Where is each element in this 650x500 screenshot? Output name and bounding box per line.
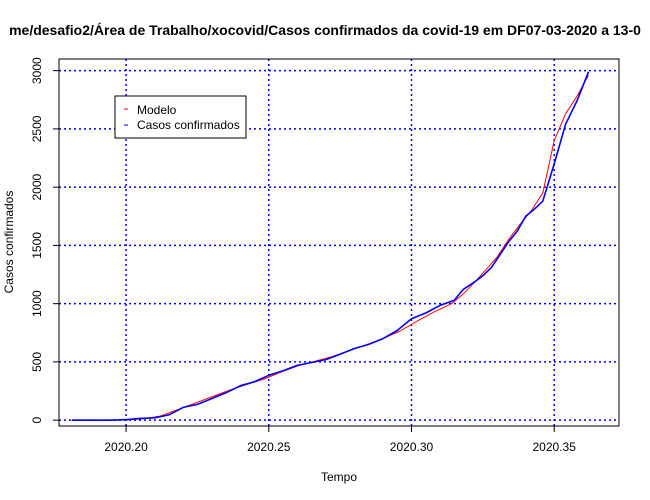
legend-label-modelo: Modelo [137, 103, 177, 117]
series-lines [71, 71, 590, 422]
legend-label-casos-confirmados: Casos confirmados [137, 118, 240, 132]
y-tick-label-3: 1500 [30, 232, 44, 259]
chart-title: me/desafio2/Área de Trabalho/xocovid/Cas… [9, 22, 641, 38]
x-tick-label-0: 2020.20 [104, 440, 148, 454]
axes: 2020.20 2020.25 2020.30 2020.35 0 500 1000 1500… [30, 57, 576, 454]
x-axis-label: Tempo [321, 470, 357, 484]
series-line-casos-confirmados [71, 71, 590, 422]
y-axis-label: Casos confirmados [2, 191, 16, 294]
x-tick-label-2: 2020.30 [390, 440, 434, 454]
y-tick-label-5: 2500 [30, 115, 44, 142]
grid [59, 59, 619, 426]
y-tick-label-6: 3000 [30, 57, 44, 84]
y-tick-label-4: 2000 [30, 173, 44, 200]
legend-box [114, 95, 247, 139]
y-tick-label-0: 0 [30, 417, 44, 424]
y-tick-label-1: 500 [30, 352, 44, 372]
x-tick-label-1: 2020.25 [247, 440, 291, 454]
legend: Modelo Casos confirmados [114, 95, 247, 139]
y-tick-label-2: 1000 [30, 290, 44, 317]
x-tick-label-3: 2020.35 [533, 440, 577, 454]
